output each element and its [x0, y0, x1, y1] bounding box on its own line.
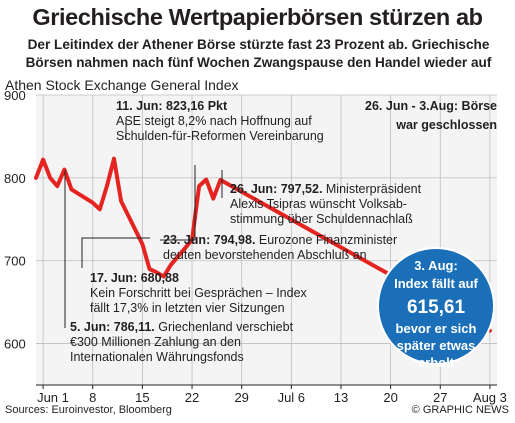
callout-line: bevor er sich — [396, 321, 477, 336]
annotation-5-jun: 5. Jun: 786,11. Griechenland verschiebt — [70, 320, 294, 334]
y-tick-label: 600 — [4, 337, 26, 352]
chart-title: Athen Stock Exchange General Index — [5, 77, 239, 93]
sources-note: Sources: Euroinvestor, Bloomberg — [5, 404, 172, 416]
annotation-26-jun-line: stimmung über Schuldennachlaß — [230, 212, 413, 226]
credit-note: © GRAPHIC NEWS — [411, 404, 509, 416]
x-tick-label: 22 — [185, 390, 199, 405]
data-point — [91, 201, 94, 204]
callout-line: erholt — [418, 355, 455, 370]
x-tick-label: Jun 1 — [37, 390, 69, 405]
annotation-5-jun-text: Griechenland verschiebt — [155, 320, 294, 334]
page-title: Griechische Wertpapierbörsen stürzen ab — [32, 4, 483, 30]
annotation-17-jun: 17. Jun: 680,88 — [90, 271, 179, 285]
annotation-11-jun-date: 11. Jun: 823,16 Pkt — [116, 99, 228, 113]
data-point — [34, 176, 38, 180]
x-tick-label: 27 — [433, 390, 447, 405]
page-subtitle: Der Leitindex der Athener Börse stürzte … — [6, 36, 511, 72]
data-point — [119, 199, 123, 203]
series-line — [34, 156, 492, 333]
y-tick-label: 800 — [4, 171, 26, 186]
annotation-closure-line: war geschlossen — [395, 118, 497, 132]
annotation-26-jun: 26. Jun: 797,52. Ministerpräsident — [230, 182, 422, 196]
annotation-5-jun-line: €300 Millionen Zahlung an den — [70, 335, 241, 349]
annotation-23-jun-line: deuten bevorstehenden Abschluß an — [163, 248, 367, 262]
x-tick-label: Jul 6 — [278, 390, 305, 405]
annotation-17-jun-line: Kein Forschritt bei Gesprächen – Index — [90, 286, 308, 300]
data-point — [155, 271, 158, 274]
data-point — [141, 242, 144, 246]
annotation-23-jun-date: 23. Jun: 794,98. — [163, 233, 255, 247]
annotation-23-jun: 23. Jun: 794,98. Eurozone Finanzminister — [163, 233, 397, 247]
x-tick-label: 15 — [135, 390, 149, 405]
x-tick-label: 8 — [89, 390, 96, 405]
data-point — [70, 188, 73, 191]
data-point — [48, 176, 52, 180]
data-point — [105, 184, 109, 188]
callout-line: 3. Aug: — [414, 258, 458, 273]
leader-17-jun — [81, 237, 150, 268]
y-tick-label: 900 — [4, 88, 26, 103]
annotation-26-jun-text: Ministerpräsident — [322, 182, 421, 196]
subtitle-line-1: Der Leitindex der Athener Börse stürzte … — [27, 37, 490, 52]
annotation-17-jun-line: fällt 17,3% in letzten vier Sitzungen — [90, 301, 285, 315]
y-tick-label: 700 — [4, 254, 26, 269]
annotation-11-jun-line: Schulden-für-Reformen Vereinbarung — [116, 129, 324, 143]
data-point — [56, 184, 59, 188]
data-point — [162, 275, 165, 278]
x-tick-label: 13 — [334, 390, 348, 405]
annotation-11-jun: 11. Jun: 823,16 Pkt — [116, 99, 228, 113]
x-tick-label: Aug 3 — [473, 390, 507, 405]
annotation-26-jun-line: Alexis Tsipras wünscht Volksab- — [230, 197, 407, 211]
callout-circle — [377, 247, 495, 365]
data-point — [98, 208, 102, 211]
x-tick-label: 29 — [234, 390, 248, 405]
data-point — [205, 178, 208, 181]
callout-line: später etwas — [397, 338, 476, 353]
subtitle-line-2: Börsen nahmen nach fünf Wochen Zwangspau… — [25, 55, 492, 70]
annotation-closure: 26. Jun - 3.Aug: Börse — [365, 99, 497, 113]
x-tick-label: 20 — [383, 390, 397, 405]
annotation-17-jun-date: 17. Jun: 680,88 — [90, 271, 179, 285]
annotation-11-jun-line: ASE steigt 8,2% nach Hoffnung auf — [116, 114, 312, 128]
callout-line: Index fällt auf — [394, 276, 478, 291]
data-point — [219, 178, 222, 182]
callout-line: 615,61 — [407, 297, 466, 318]
data-point — [197, 184, 201, 188]
data-point — [41, 158, 45, 161]
data-point — [169, 263, 172, 267]
annotation-23-jun-text: Eurozone Finanzminister — [255, 233, 397, 247]
data-point — [112, 157, 116, 160]
data-point — [148, 267, 151, 271]
annotation-26-jun-date: 26. Jun: 797,52. — [230, 182, 322, 196]
annotation-5-jun-line: Internationalen Währungsfonds — [70, 350, 244, 364]
annotation-5-jun-date: 5. Jun: 786,11. — [70, 320, 155, 334]
leader-23-jun — [160, 165, 196, 241]
data-point — [212, 197, 215, 200]
